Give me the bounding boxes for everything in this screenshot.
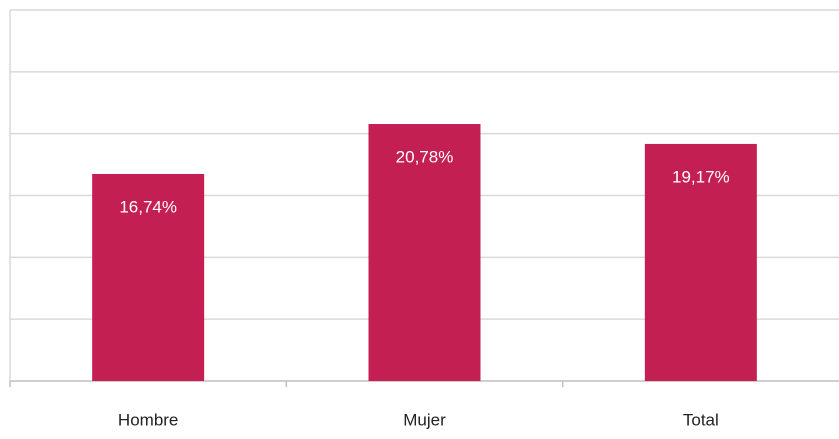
bar bbox=[92, 173, 205, 381]
value-label: 16,74% bbox=[119, 197, 177, 216]
value-label: 19,17% bbox=[672, 167, 730, 186]
value-label: 20,78% bbox=[396, 148, 454, 167]
bar bbox=[368, 124, 481, 382]
x-tick-label: Mujer bbox=[403, 410, 446, 429]
bar bbox=[644, 143, 757, 381]
x-tick-label: Hombre bbox=[118, 410, 178, 429]
x-tick-label: Total bbox=[683, 410, 719, 429]
